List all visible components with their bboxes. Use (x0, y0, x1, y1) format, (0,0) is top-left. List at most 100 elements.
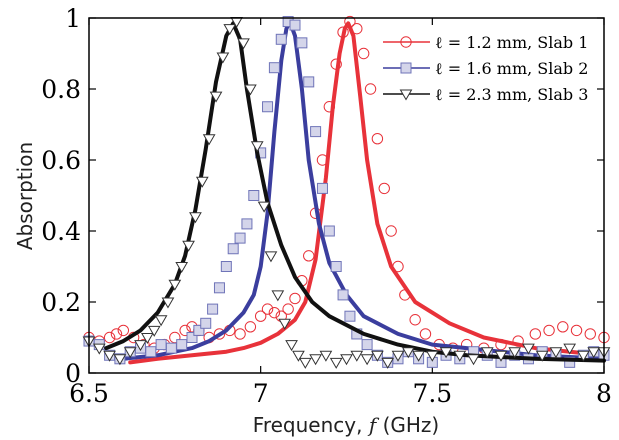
y-tick-label: 0.8 (41, 75, 81, 104)
series-3-point (92, 343, 106, 355)
series-2-point (186, 332, 198, 343)
y-axis-label: Absorption (13, 142, 37, 250)
series-2-point (241, 218, 253, 230)
legend-label: ℓ = 1.2 mm, Slab 1 (435, 33, 588, 52)
y-tick-label: 0.4 (41, 217, 81, 246)
series-2-point (330, 261, 342, 272)
series-1-point (357, 47, 370, 60)
series-1-point (289, 292, 301, 305)
series-3-point (577, 350, 590, 362)
series-2-point (220, 261, 232, 272)
series-3-point (285, 340, 298, 352)
y-tick-label: 0.2 (41, 288, 81, 317)
series-2-point (155, 339, 167, 351)
series-3-point (278, 318, 292, 330)
series-3-point (209, 91, 223, 103)
series-1-point (244, 321, 257, 333)
series-3-point (412, 350, 425, 362)
series-3-point (439, 347, 453, 359)
series-3-point (329, 357, 343, 369)
series-3-point (508, 347, 522, 359)
series-1-point (529, 328, 542, 340)
series-3-point (147, 325, 161, 337)
series-3-point (371, 350, 384, 362)
series-3-point (309, 354, 322, 366)
series-1-point (385, 225, 397, 237)
series-2-point (361, 339, 373, 351)
series-3-point (292, 350, 305, 362)
series-1-point (117, 324, 130, 337)
series-2-point (310, 126, 322, 138)
series-2-point (268, 62, 280, 74)
y-tick-label: 1 (65, 4, 81, 33)
series-2-point (275, 33, 287, 45)
series-1-point (371, 133, 384, 145)
series-3-point (549, 347, 563, 359)
series-3-point (563, 343, 577, 355)
series-2-point (227, 243, 239, 255)
series-1-point (351, 22, 363, 35)
series-3-point (113, 354, 127, 366)
series-2-point (248, 190, 260, 201)
series-3-point (587, 347, 601, 359)
series-1-point (364, 83, 377, 95)
legend-label: ℓ = 1.6 mm, Slab 2 (435, 59, 588, 78)
series-3-point (216, 52, 230, 64)
legend-label: ℓ = 2.3 mm, Slab 3 (435, 85, 588, 104)
x-tick-label: 8 (596, 379, 612, 408)
series-3-point (134, 340, 147, 352)
series-1-point (179, 324, 191, 337)
series-1-point (584, 328, 596, 340)
series-1-point (570, 324, 583, 337)
series-1-point (409, 314, 421, 326)
series-1-point (337, 26, 349, 38)
series-1-point (392, 260, 404, 273)
series-3-point (195, 176, 209, 188)
series-2-point (193, 324, 205, 336)
series-2-point (234, 232, 246, 244)
series-3-point (494, 350, 508, 362)
series-3-point (350, 350, 364, 362)
series-3 (82, 17, 611, 369)
series-3-point (189, 212, 202, 224)
series-3-point (123, 347, 137, 359)
x-tick-label: 6.5 (69, 379, 109, 408)
series-1-point (303, 250, 315, 262)
series-3-fit-line (104, 21, 606, 363)
series-2-point (344, 310, 356, 322)
series-1-point (419, 328, 432, 340)
legend: ℓ = 1.2 mm, Slab 1 ℓ = 1.6 mm, Slab 2 ℓ = … (383, 33, 588, 104)
legend-marker (400, 62, 412, 74)
series-3-point (103, 350, 116, 362)
series-2-point (337, 289, 349, 301)
series-1-point (344, 15, 356, 28)
series-3-point (381, 357, 395, 369)
series-2-point (564, 356, 576, 368)
series-2-point (323, 225, 335, 237)
series-3-point (161, 297, 175, 309)
x-axis-label: Frequency, f (GHz) (253, 413, 439, 437)
series-3-point (480, 347, 494, 359)
series-3-point (223, 24, 237, 36)
series-1-point (110, 328, 123, 340)
series-1-point (323, 101, 336, 113)
y-tick-label: 0 (65, 359, 81, 388)
series-3-point (271, 290, 285, 302)
series-1-point (213, 328, 226, 340)
series-2-point (296, 37, 308, 49)
series-1-point (282, 303, 294, 315)
series-2-point (207, 303, 219, 315)
legend-marker (400, 36, 412, 48)
series-1-point (234, 328, 246, 340)
series-1-point (512, 335, 524, 347)
series-3-point (182, 240, 195, 252)
series-3-point (425, 350, 439, 362)
series-3-point (467, 354, 480, 366)
series-3-point (264, 251, 278, 263)
series-1-point (254, 310, 267, 322)
series-2-point (213, 282, 225, 294)
x-tick-label: 7 (253, 379, 269, 408)
series-2-point (145, 346, 157, 358)
series-3-point (298, 357, 312, 369)
